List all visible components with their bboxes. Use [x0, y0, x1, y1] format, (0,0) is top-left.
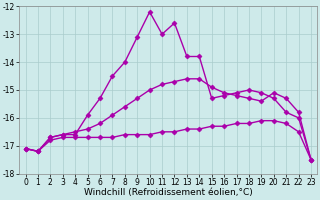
X-axis label: Windchill (Refroidissement éolien,°C): Windchill (Refroidissement éolien,°C) [84, 188, 253, 197]
